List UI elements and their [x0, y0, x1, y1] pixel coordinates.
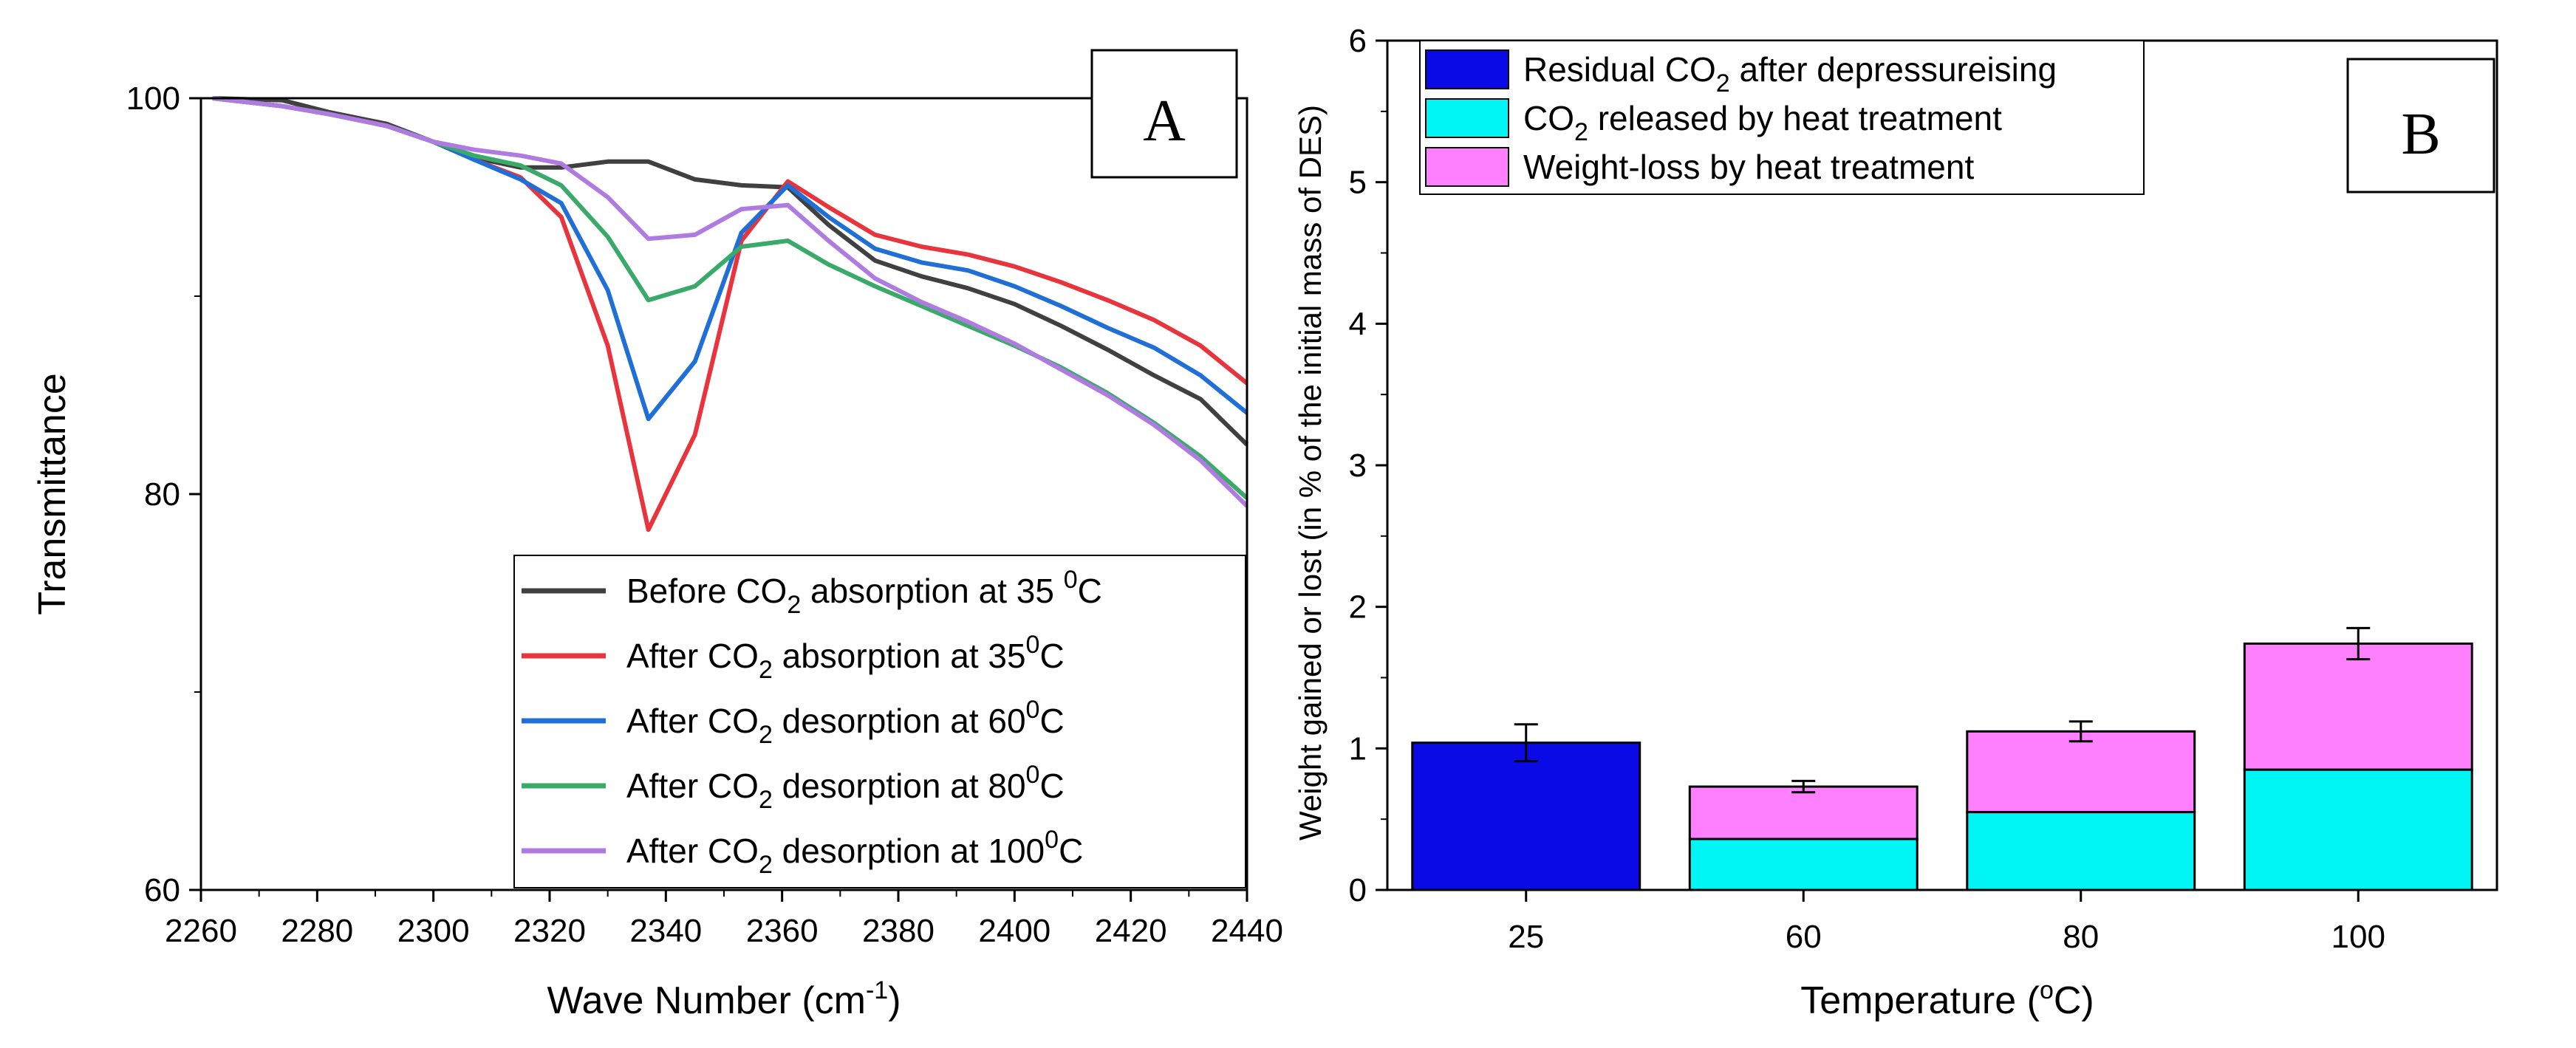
chart-a-series-lines: [212, 96, 1249, 532]
chart-a-x-tick-label: 2280: [281, 913, 353, 949]
chart-a-x-tick-label: 2440: [1211, 913, 1283, 949]
chart-b-x-axis-title: Temperature (oC): [1800, 976, 2094, 1022]
chart-b-bar-80-series-2: [1966, 811, 2196, 891]
chart-a-legend-label-2: After CO2 absorption at 350C: [626, 631, 1065, 684]
chart-b-bars: [1411, 643, 2473, 891]
chart-b-legend-label-1: Residual CO2 after depressureising: [1523, 50, 2057, 97]
chart-b-bar-100-series-3: [2243, 643, 2473, 771]
chart-b-y-axis-title: Weight gained or lost (in % of the initi…: [1293, 105, 1328, 840]
chart-a-legend-label-5: After CO2 desorption at 1000C: [626, 826, 1083, 879]
chart-b-panel-label-box: [2346, 58, 2495, 193]
chart-b-legend-box: [1419, 40, 2145, 195]
chart-b-bar-100-series-2: [2243, 768, 2473, 891]
chart-a-panel-label: A: [1143, 89, 1186, 154]
chart-a-x-tick-label: 2260: [165, 913, 237, 949]
chart-a-legend: Before CO2 absorption at 35 0C After CO2 …: [513, 555, 1246, 888]
chart-b-legend-swatch-2: [1425, 98, 1509, 138]
chart-b-y-tick-label: 6: [1349, 23, 1367, 59]
chart-b-y-tick-label: 4: [1349, 306, 1367, 342]
chart-b-y-tick-label: 1: [1349, 730, 1367, 767]
chart-b-legend-label-2: CO2 released by heat treatment: [1523, 99, 2002, 146]
chart-b-y-tick-label: 0: [1349, 872, 1367, 908]
chart-a-x-tick-label: 2360: [746, 913, 819, 949]
chart-b-error-bars: [1514, 626, 2371, 794]
chart-b-legend-label-3: Weight-loss by heat treatment: [1523, 148, 1974, 186]
chart-b-bar-60-series-2: [1688, 838, 1919, 891]
chart-b-legend-swatch-3: [1425, 147, 1509, 187]
chart-b-error-bar-60: [1791, 779, 1816, 794]
chart-a-x-axis-title: Wave Number (cm-1): [547, 976, 901, 1022]
chart-a-x-tick-label: 2320: [513, 913, 586, 949]
chart-b-x-tick-label: 100: [2331, 919, 2385, 955]
chart-a-legend-label-1: Before CO2 absorption at 35 0C: [626, 566, 1102, 619]
chart-b-y-tick-label: 3: [1349, 448, 1367, 484]
chart-b-error-bar-80: [2068, 720, 2093, 743]
chart-a-legend-label-3: After CO2 desorption at 600C: [626, 696, 1065, 749]
chart-b-error-bar-100: [2346, 626, 2371, 661]
chart-b: 25 60 80 100 0 1 2 3 4 5 6 Temperature (oC) Weigh…: [1293, 23, 2498, 1022]
chart-b-x-tick-label: 80: [2063, 919, 2099, 955]
chart-a-y-axis-title: Transmittance: [31, 373, 74, 615]
chart-b-x-tick-label: 60: [1786, 919, 1822, 955]
chart-b-x-tick-label: 25: [1508, 919, 1544, 955]
chart-a-x-tick-label: 2340: [629, 913, 702, 949]
chart-b-bar-25-series-1: [1411, 742, 1641, 891]
chart-a-panel-label-box: [1090, 49, 1238, 179]
chart-b-bar-80-series-3: [1966, 730, 2196, 814]
chart-b-bar-60-series-3: [1688, 785, 1919, 840]
chart-a-x-tick-label: 2400: [978, 913, 1050, 949]
chart-a-legend-box: [513, 555, 1246, 888]
chart-b-error-bar-25: [1514, 723, 1538, 763]
chart-a-legend-label-4: After CO2 desorption at 800C: [626, 761, 1065, 814]
chart-b-y-tick-label: 2: [1349, 589, 1367, 626]
chart-a-y-tick-label: 100: [126, 81, 180, 117]
chart-b-panel-label: B: [2401, 102, 2440, 167]
chart-a-x-tick-label: 2420: [1095, 913, 1167, 949]
chart-b-y-tick-label: 5: [1349, 165, 1367, 201]
chart-a-y-tick-label: 80: [144, 476, 180, 513]
chart-a-x-tick-label: 2300: [397, 913, 470, 949]
chart-b-legend-swatch-1: [1425, 49, 1509, 89]
chart-a-x-tick-label: 2380: [862, 913, 935, 949]
chart-a-y-tick-label: 60: [144, 872, 180, 908]
chart-a: 2260 2280 2300 2320 2340 2360 2380 2400 2420 2440…: [31, 49, 1283, 1022]
chart-a-series-line-5: [212, 96, 1249, 508]
